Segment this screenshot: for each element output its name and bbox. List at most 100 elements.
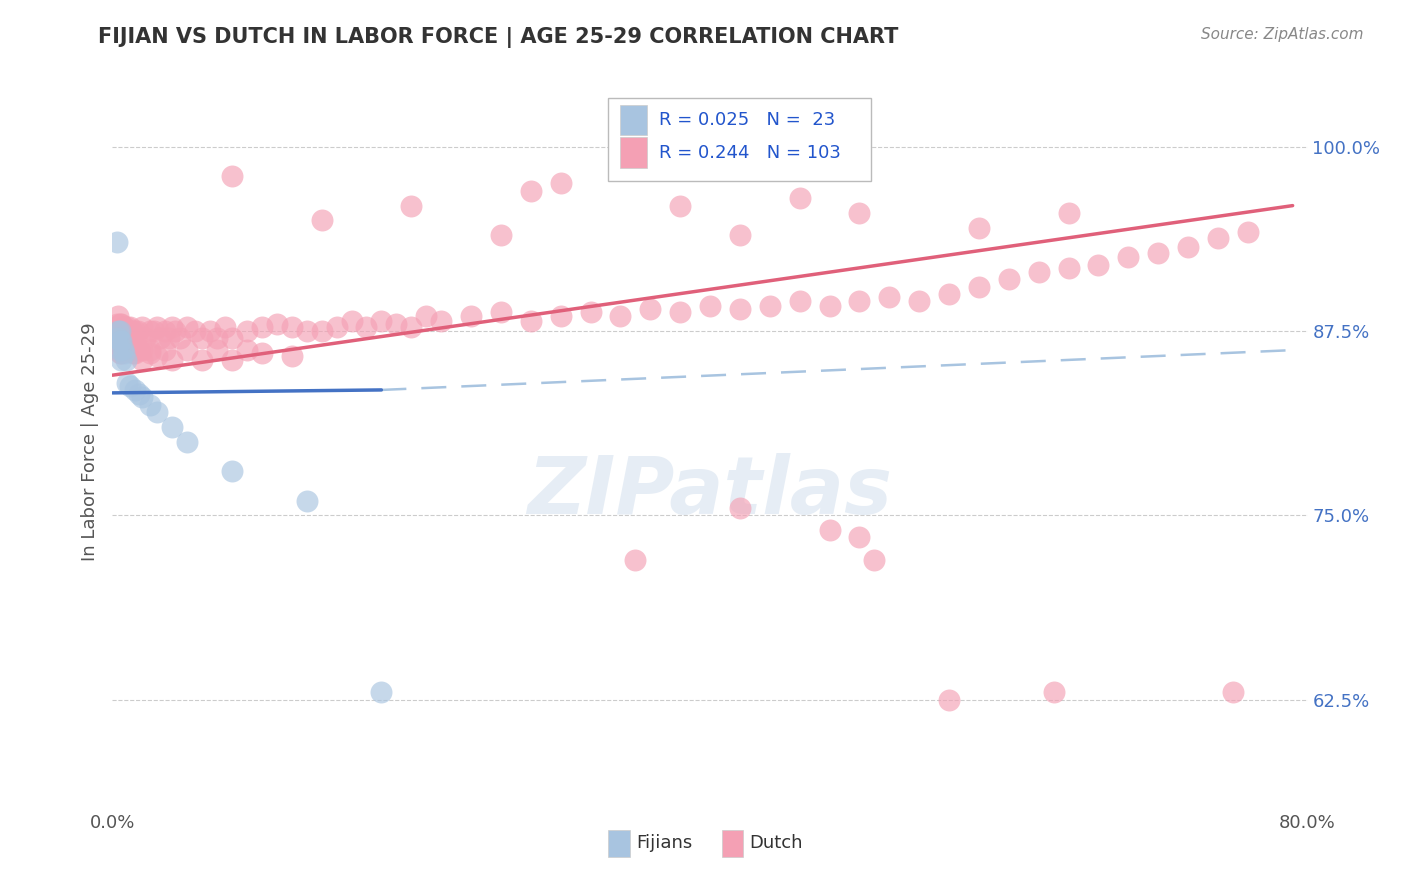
Point [699, 299, 721, 313]
Point [550, 177, 572, 191]
Point [105, 235, 128, 250]
Point [550, 309, 572, 323]
Point [115, 331, 138, 345]
Point [120, 343, 142, 358]
Point [1177, 240, 1199, 254]
Point [370, 313, 392, 327]
Point [205, 343, 228, 358]
Point [863, 552, 886, 566]
Point [111, 342, 134, 356]
Point [669, 199, 692, 213]
Point [176, 343, 198, 358]
Point [107, 331, 129, 345]
Point [139, 324, 162, 338]
Point [108, 331, 131, 345]
Point [107, 309, 129, 323]
Text: R = 0.025   N =  23: R = 0.025 N = 23 [658, 111, 835, 129]
Point [131, 390, 153, 404]
Point [1147, 245, 1170, 260]
Point [624, 552, 647, 566]
Point [221, 353, 243, 368]
Point [176, 434, 198, 449]
Point [165, 324, 187, 338]
Point [789, 294, 811, 309]
Point [998, 272, 1021, 286]
Point [1042, 685, 1064, 699]
Point [117, 376, 139, 390]
Point [114, 346, 135, 360]
Point [460, 309, 482, 323]
Point [385, 317, 408, 331]
Point [1118, 250, 1140, 264]
Point [105, 331, 128, 345]
Point [120, 319, 142, 334]
Point [1237, 225, 1260, 239]
Point [214, 319, 236, 334]
Point [520, 313, 543, 327]
Point [149, 331, 172, 345]
Point [295, 493, 318, 508]
Point [198, 324, 221, 338]
Point [325, 319, 347, 334]
Point [848, 206, 870, 220]
Point [121, 324, 143, 338]
Point [401, 199, 423, 213]
Point [107, 331, 129, 345]
Point [281, 319, 304, 334]
Point [153, 324, 176, 338]
Point [169, 331, 191, 345]
Point [191, 331, 214, 345]
Point [139, 398, 162, 412]
Point [108, 346, 131, 360]
Point [250, 346, 273, 360]
Point [221, 464, 243, 478]
Point [281, 349, 304, 363]
Point [139, 343, 162, 358]
Text: Dutch: Dutch [749, 834, 803, 852]
Point [356, 319, 378, 334]
Point [143, 324, 166, 338]
Point [110, 353, 132, 368]
Point [1057, 206, 1080, 220]
Point [110, 331, 132, 345]
Point [728, 301, 751, 316]
Point [609, 309, 631, 323]
Text: ZIPatlas: ZIPatlas [527, 453, 893, 531]
Point [489, 305, 512, 319]
Point [669, 305, 692, 319]
Point [146, 349, 169, 363]
Bar [620, 137, 647, 168]
Text: Fijians: Fijians [636, 834, 692, 852]
Point [236, 324, 259, 338]
Point [967, 279, 990, 293]
Point [108, 343, 131, 358]
Point [430, 313, 453, 327]
Point [311, 324, 333, 338]
Point [879, 290, 901, 304]
Point [114, 342, 135, 356]
Point [415, 309, 437, 323]
Point [759, 299, 782, 313]
Point [131, 353, 153, 368]
Point [1222, 685, 1244, 699]
Point [108, 334, 131, 349]
Point [205, 331, 228, 345]
Point [191, 353, 214, 368]
Point [146, 405, 169, 419]
FancyBboxPatch shape [609, 98, 872, 181]
Bar [609, 830, 630, 857]
Point [266, 317, 288, 331]
Point [117, 342, 139, 356]
Point [938, 692, 960, 706]
Point [818, 523, 841, 537]
Point [489, 228, 512, 243]
Point [250, 319, 273, 334]
Point [139, 346, 162, 360]
Point [157, 331, 180, 345]
Point [1087, 258, 1109, 272]
Point [370, 685, 392, 699]
Point [111, 343, 134, 358]
Point [107, 324, 129, 338]
Point [114, 319, 135, 334]
Bar [723, 830, 744, 857]
